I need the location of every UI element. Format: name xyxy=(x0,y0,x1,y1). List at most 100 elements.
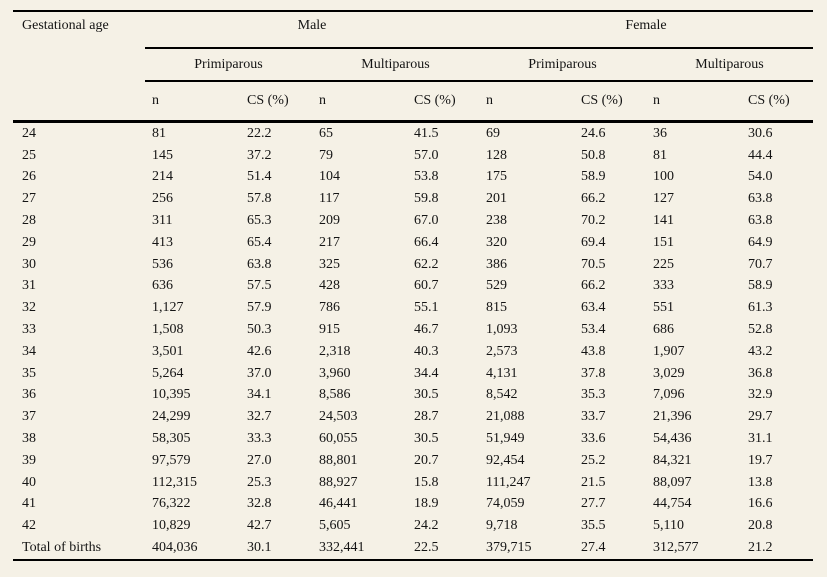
cell-cs-pct: 20.7 xyxy=(414,452,439,468)
table-row: 37 24,299 32.7 24,503 28.7 21,088 33.7 21,396 29… xyxy=(13,406,813,428)
table-row: Total of births 404,036 30.1 332,441 22.5 379… xyxy=(13,537,813,560)
cell-cs-pct: 36.8 xyxy=(748,365,773,381)
cell-n: 636 xyxy=(152,278,173,294)
cell-cs-pct: 22.2 xyxy=(247,125,272,141)
cell-cs-pct: 63.8 xyxy=(247,256,272,272)
table-row: 41 76,322 32.8 46,441 18.9 74,059 27.7 44,754 16… xyxy=(13,494,813,516)
table-row: 29 413 65.4 217 66.4 320 69.4 151 64.9 xyxy=(13,232,813,254)
row-label-gestational-age: 27 xyxy=(22,191,36,207)
cell-n: 21,088 xyxy=(486,409,525,425)
cell-n: 112,315 xyxy=(152,474,197,490)
cell-cs-pct: 32.7 xyxy=(247,409,272,425)
cell-cs-pct: 32.8 xyxy=(247,496,272,512)
cell-cs-pct: 42.7 xyxy=(247,518,272,534)
cell-cs-pct: 16.6 xyxy=(748,496,773,512)
cell-cs-pct: 44.4 xyxy=(748,147,773,163)
cell-cs-pct: 30.6 xyxy=(748,125,773,141)
row-label-gestational-age: 28 xyxy=(22,213,36,229)
cell-n: 9,718 xyxy=(486,518,518,534)
cell-cs-pct: 61.3 xyxy=(748,300,773,316)
cell-n: 333 xyxy=(653,278,675,294)
row-label-gestational-age: 31 xyxy=(22,278,36,294)
cell-n: 3,029 xyxy=(653,365,685,381)
cell-n: 36 xyxy=(653,125,668,141)
cell-cs-pct: 13.8 xyxy=(748,474,773,490)
table-row: 25 145 37.2 79 57.0 128 50.8 81 44.4 xyxy=(13,145,813,167)
cell-n: 127 xyxy=(653,191,675,207)
cell-cs-pct: 35.3 xyxy=(581,387,606,403)
cell-n: 312,577 xyxy=(653,540,699,556)
subgroup-header-row: Primiparous Multiparous Primiparous Mult… xyxy=(13,48,814,82)
cell-n: 1,093 xyxy=(486,322,518,338)
cell-cs-pct: 46.7 xyxy=(414,322,439,338)
cell-n: 320 xyxy=(486,234,508,250)
col-header-n: n xyxy=(479,81,575,123)
cell-n: 5,605 xyxy=(319,518,351,534)
cell-n: 551 xyxy=(653,300,675,316)
cell-n: 1,508 xyxy=(152,322,184,338)
col-subgroup-male-multiparous: Multiparous xyxy=(312,48,480,82)
cell-n: 151 xyxy=(653,234,675,250)
cell-cs-pct: 63.8 xyxy=(748,191,773,207)
row-label-gestational-age: 24 xyxy=(22,125,36,141)
group-header-row: Gestational age Male Female xyxy=(13,11,814,123)
row-label-gestational-age: 25 xyxy=(22,147,36,163)
table-row: 34 3,501 42.6 2,318 40.3 2,573 43.8 1,907 43.2 xyxy=(13,341,813,363)
cell-cs-pct: 22.5 xyxy=(414,540,439,556)
cell-n: 58,305 xyxy=(152,431,191,447)
table-row: 33 1,508 50.3 915 46.7 1,093 53.4 686 52.8 xyxy=(13,319,813,341)
cell-cs-pct: 65.3 xyxy=(247,213,272,229)
cell-cs-pct: 70.7 xyxy=(748,256,773,272)
cell-cs-pct: 20.8 xyxy=(748,518,773,534)
row-label-gestational-age: 35 xyxy=(22,365,36,381)
cell-n: 686 xyxy=(653,322,675,338)
table-row: 26 214 51.4 104 53.8 175 58.9 100 54.0 xyxy=(13,167,813,189)
col-header-cs-pct: CS (%) xyxy=(240,81,312,123)
cell-cs-pct: 32.9 xyxy=(748,387,773,403)
cell-cs-pct: 69.4 xyxy=(581,234,606,250)
cell-n: 145 xyxy=(152,147,173,163)
cell-cs-pct: 18.9 xyxy=(414,496,439,512)
cell-n: 51,949 xyxy=(486,431,525,447)
col-header-gestational-age: Gestational age xyxy=(13,11,145,123)
cell-n: 311 xyxy=(152,213,173,229)
row-label-gestational-age: 37 xyxy=(22,409,36,425)
cell-n: 100 xyxy=(653,169,675,185)
cell-cs-pct: 31.1 xyxy=(748,431,773,447)
cell-n: 214 xyxy=(152,169,173,185)
cell-cs-pct: 57.8 xyxy=(247,191,272,207)
cell-n: 46,441 xyxy=(319,496,358,512)
table-row: 27 256 57.8 117 59.8 201 66.2 127 63.8 xyxy=(13,188,813,210)
cell-n: 536 xyxy=(152,256,173,272)
cell-n: 128 xyxy=(486,147,508,163)
cell-n: 225 xyxy=(653,256,675,272)
cell-cs-pct: 50.8 xyxy=(581,147,606,163)
cell-n: 1,907 xyxy=(653,343,685,359)
cell-cs-pct: 37.8 xyxy=(581,365,606,381)
cell-n: 325 xyxy=(319,256,340,272)
table-header: Gestational age Male Female Primiparous … xyxy=(13,11,814,123)
cell-cs-pct: 27.4 xyxy=(581,540,606,556)
cell-n: 104 xyxy=(319,169,340,185)
cell-n: 209 xyxy=(319,213,340,229)
cell-n: 21,396 xyxy=(653,409,692,425)
row-label-gestational-age: 36 xyxy=(22,387,36,403)
row-label-gestational-age: 33 xyxy=(22,322,36,338)
cell-n: 60,055 xyxy=(319,431,358,447)
col-header-n: n xyxy=(312,81,407,123)
row-label-gestational-age: 42 xyxy=(22,518,36,534)
cell-cs-pct: 65.4 xyxy=(247,234,272,250)
cell-n: 238 xyxy=(486,213,508,229)
cell-n: 3,960 xyxy=(319,365,351,381)
col-subgroup-female-multiparous: Multiparous xyxy=(646,48,814,82)
cell-cs-pct: 43.2 xyxy=(748,343,773,359)
cell-cs-pct: 53.4 xyxy=(581,322,606,338)
cell-cs-pct: 66.2 xyxy=(581,191,606,207)
cell-cs-pct: 15.8 xyxy=(414,474,439,490)
cell-cs-pct: 33.7 xyxy=(581,409,606,425)
row-label-gestational-age: 32 xyxy=(22,300,36,316)
cell-n: 2,318 xyxy=(319,343,351,359)
table-row: 35 5,264 37.0 3,960 34.4 4,131 37.8 3,029 36.8 xyxy=(13,363,813,385)
cell-n: 3,501 xyxy=(152,343,184,359)
row-label-gestational-age: 26 xyxy=(22,169,36,185)
